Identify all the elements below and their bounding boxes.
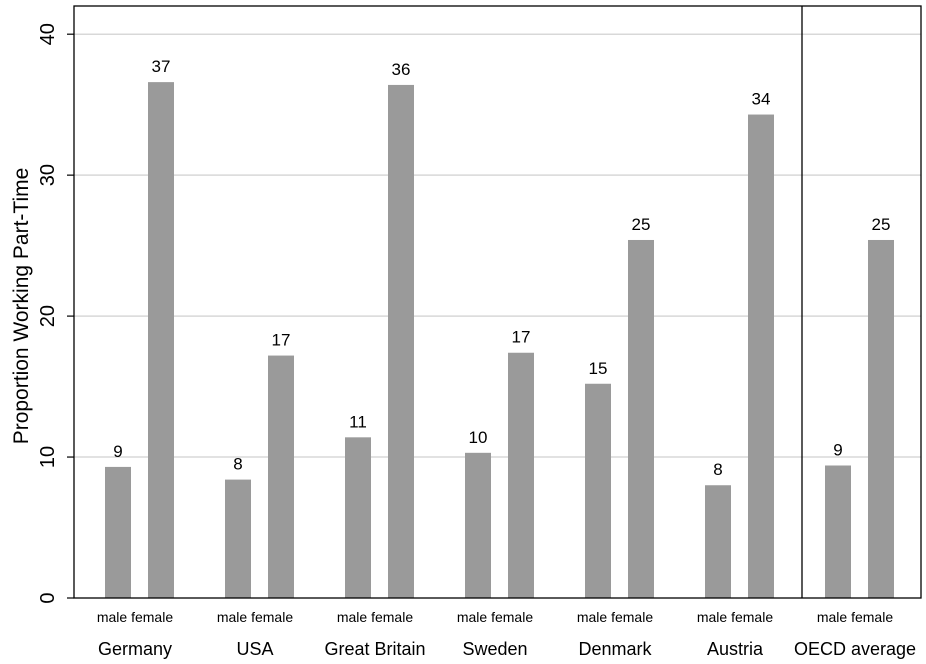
data-label-germany-male: 9 (113, 442, 122, 461)
bar-great-britain-male (345, 437, 371, 598)
sex-labels-usa: male female (217, 609, 293, 625)
bar-germany-male (105, 466, 131, 598)
bar-usa-female (268, 355, 294, 598)
y-tick-label-10: 10 (37, 446, 59, 468)
category-label-austria: Austria (707, 639, 764, 659)
data-label-germany-female: 37 (152, 57, 171, 76)
data-label-great-britain-female: 36 (392, 60, 411, 79)
bar-denmark-male (585, 383, 611, 598)
category-label-usa: USA (236, 639, 273, 659)
category-label-denmark: Denmark (578, 639, 652, 659)
data-label-sweden-female: 17 (512, 328, 531, 347)
sex-labels-denmark: male female (577, 609, 653, 625)
bars (105, 82, 894, 599)
data-label-sweden-male: 10 (469, 428, 488, 447)
sex-labels-oecd-average: male female (817, 609, 893, 625)
labels: 0 10 20 30 40 9 37 male female Germany 8 17 male fe… (10, 23, 916, 659)
category-label-germany: Germany (98, 639, 172, 659)
data-label-denmark-male: 15 (589, 359, 608, 378)
bar-denmark-female (628, 239, 654, 598)
data-label-oecd-average-male: 9 (833, 441, 842, 460)
category-label-sweden: Sweden (462, 639, 527, 659)
data-label-usa-male: 8 (233, 455, 242, 474)
y-axis-title: Proportion Working Part-Time (10, 168, 33, 445)
data-label-usa-female: 17 (272, 331, 291, 350)
plot-border (73, 5, 922, 599)
y-tick-label-20: 20 (37, 305, 59, 327)
bar-great-britain-female (388, 84, 414, 598)
bar-austria-female (748, 114, 774, 599)
bar-germany-female (148, 82, 174, 599)
bar-sweden-female (508, 352, 534, 598)
y-tick-label-30: 30 (37, 164, 59, 186)
data-label-oecd-average-female: 25 (872, 215, 891, 234)
y-tick-label-0: 0 (37, 592, 59, 603)
y-tick-label-40: 40 (37, 23, 59, 45)
sex-labels-germany: male female (97, 609, 173, 625)
bar-oecd-average-female (868, 239, 894, 598)
bar-usa-male (225, 479, 251, 598)
data-label-austria-male: 8 (713, 460, 722, 479)
category-label-great-britain: Great Britain (324, 639, 425, 659)
bar-austria-male (705, 485, 731, 598)
sex-labels-austria: male female (697, 609, 773, 625)
sex-labels-great-britain: male female (337, 609, 413, 625)
data-label-austria-female: 34 (752, 90, 771, 109)
bar-sweden-male (465, 452, 491, 598)
data-label-denmark-female: 25 (632, 215, 651, 234)
data-label-great-britain-male: 11 (349, 412, 367, 431)
bar-oecd-average-male (825, 465, 851, 598)
category-label-oecd-average: OECD average (794, 639, 916, 659)
plot-frame (67, 5, 922, 599)
sex-labels-sweden: male female (457, 609, 533, 625)
gridlines (74, 33, 921, 458)
